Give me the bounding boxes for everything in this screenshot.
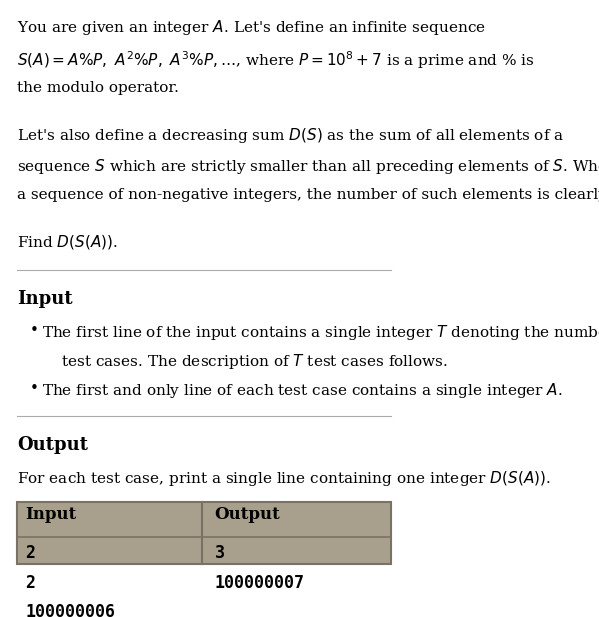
Text: •: • (29, 323, 38, 337)
Text: test cases. The description of $T$ test cases follows.: test cases. The description of $T$ test … (41, 352, 447, 371)
Text: Input: Input (26, 506, 77, 523)
Text: Find $D(S(A))$.: Find $D(S(A))$. (17, 233, 119, 251)
Text: Output: Output (214, 506, 280, 523)
Text: a sequence of non-negative integers, the number of such elements is clearly fini: a sequence of non-negative integers, the… (17, 188, 599, 202)
Text: the modulo operator.: the modulo operator. (17, 81, 179, 94)
Text: sequence $S$ which are strictly smaller than all preceding elements of $S$. When: sequence $S$ which are strictly smaller … (17, 157, 599, 176)
Text: The first and only line of each test case contains a single integer $A$.: The first and only line of each test cas… (41, 381, 562, 400)
FancyBboxPatch shape (17, 502, 391, 564)
Text: 100000007: 100000007 (214, 574, 304, 592)
Text: Let's also define a decreasing sum $D(S)$ as the sum of all elements of a: Let's also define a decreasing sum $D(S)… (17, 126, 565, 145)
Text: 3: 3 (214, 544, 225, 561)
Text: •: • (29, 381, 38, 396)
Text: Output: Output (17, 436, 89, 454)
Text: 100000006: 100000006 (26, 603, 116, 617)
Text: 2: 2 (26, 544, 35, 561)
Text: The first line of the input contains a single integer $T$ denoting the number of: The first line of the input contains a s… (41, 323, 599, 341)
Text: For each test case, print a single line containing one integer $D(S(A))$.: For each test case, print a single line … (17, 469, 552, 488)
Text: You are given an integer $A$. Let's define an infinite sequence: You are given an integer $A$. Let's defi… (17, 19, 486, 38)
Text: $S(A) = A\%P,\ A^2\%P,\ A^3\%P,\ldots$, where $P = 10^8 + 7$ is a prime and % is: $S(A) = A\%P,\ A^2\%P,\ A^3\%P,\ldots$, … (17, 49, 535, 71)
Text: Input: Input (17, 290, 73, 308)
Text: 2: 2 (26, 574, 35, 592)
